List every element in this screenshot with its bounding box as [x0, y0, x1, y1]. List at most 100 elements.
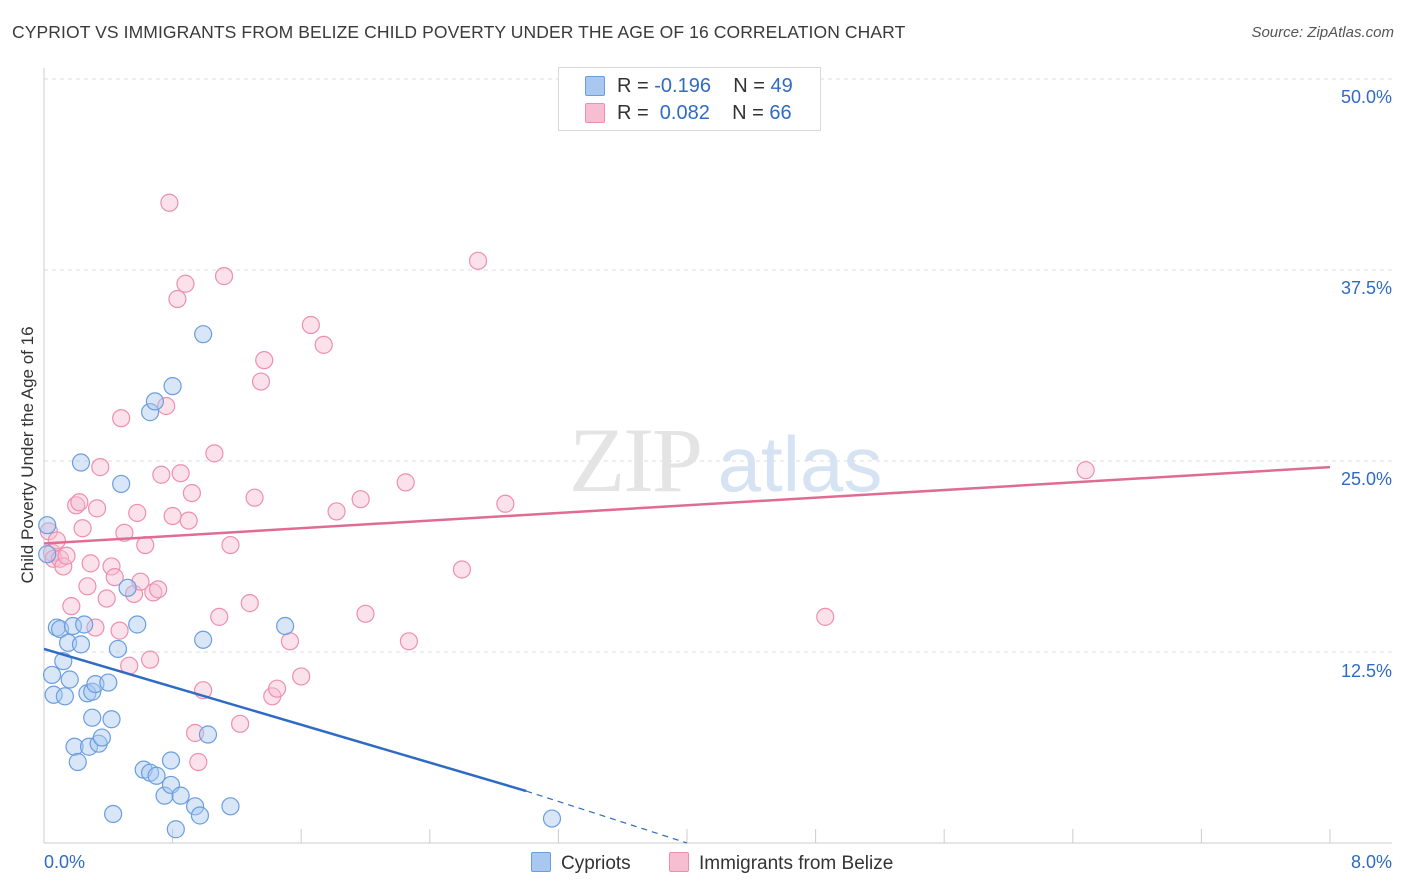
x-tick-label-min: 0.0% — [44, 852, 86, 872]
cypriots-point — [140, 403, 160, 422]
belize-point — [176, 274, 195, 293]
belize-point — [73, 519, 92, 538]
series-cypriots-points — [38, 325, 562, 839]
bottom-legend-belize: Immigrants from Belize — [669, 852, 893, 875]
legend-r-value: 0.082 — [654, 102, 710, 124]
cypriots-point — [55, 687, 74, 706]
cypriots-point — [542, 809, 562, 828]
axes — [43, 68, 1392, 844]
belize-point — [112, 409, 131, 428]
cypriots-point — [102, 710, 121, 729]
cypriots-point — [38, 545, 57, 564]
belize-point — [57, 546, 76, 565]
cypriots-point — [166, 820, 185, 839]
belize-point — [67, 496, 86, 515]
cypriots-point — [104, 804, 123, 824]
belize-point — [152, 465, 171, 484]
belize-point — [205, 444, 224, 463]
legend-r-label: R = — [617, 75, 655, 97]
belize-point — [91, 458, 110, 477]
cypriots-point — [147, 766, 166, 785]
belize-point — [351, 490, 370, 509]
y-tick-label: 25.0% — [1340, 469, 1392, 489]
belize-point — [314, 335, 333, 354]
belize-point — [240, 594, 259, 613]
cypriots-point — [221, 797, 240, 816]
watermark-atlas: atlas — [718, 420, 883, 508]
y-tick-label: 37.5% — [1340, 278, 1392, 298]
y-axis-label: Child Poverty Under the Age of 16 — [18, 326, 37, 584]
belize-point — [179, 511, 198, 530]
belize-point — [396, 473, 415, 492]
cypriots-point — [38, 516, 57, 535]
legend-n-label: N = — [733, 75, 771, 97]
cypriots-point — [145, 392, 165, 411]
belize-point — [115, 523, 134, 542]
bottom-legend-swatch-belize — [669, 852, 689, 872]
bottom-legend-swatch-cypriots — [531, 852, 551, 872]
belize-point — [47, 531, 66, 550]
cypriots-point — [190, 806, 210, 825]
belize-point — [62, 597, 81, 616]
cypriots-point — [118, 578, 137, 597]
belize-point — [468, 251, 488, 270]
cypriots-point — [112, 474, 131, 494]
belize-point — [292, 667, 311, 686]
cypriots-point — [75, 615, 94, 634]
legend-swatch-belize — [585, 103, 605, 123]
belize-point — [210, 607, 229, 626]
belize-point — [189, 752, 208, 772]
cypriots-point — [108, 639, 128, 659]
cypriots-point — [83, 708, 102, 727]
belize-point — [301, 315, 320, 335]
y-tick-label: 12.5% — [1340, 661, 1392, 681]
cypriots-point — [99, 673, 118, 692]
belize-point — [399, 632, 419, 651]
belize-point — [280, 632, 300, 651]
cypriots-point — [163, 377, 182, 396]
belize-point — [54, 557, 73, 576]
cypriots-point — [65, 737, 84, 756]
legend-n-label: N = — [732, 102, 770, 124]
cypriots-point — [161, 751, 181, 770]
cypriots-point — [171, 786, 190, 805]
watermark-zip: ZIP — [569, 409, 701, 511]
belize-point — [231, 714, 250, 733]
belize-point — [144, 583, 163, 602]
legend-stats-belize: R = 0.082 N = 66 — [617, 102, 792, 125]
belize-point — [105, 568, 124, 587]
belize-point — [168, 289, 187, 309]
belize-point — [70, 493, 89, 512]
cypriots-point — [71, 453, 91, 472]
belize-point — [86, 618, 105, 637]
belize-point — [171, 464, 190, 483]
belize-trend-line — [43, 465, 1331, 545]
bottom-legend-label-cypriots: Cypriots — [561, 853, 631, 874]
cypriots-point — [194, 630, 213, 649]
belize-point — [255, 351, 274, 370]
belize-point — [267, 679, 287, 698]
series-belize-points — [39, 193, 1095, 772]
belize-point — [251, 372, 271, 391]
belize-point — [182, 483, 201, 503]
belize-point — [163, 506, 182, 526]
belize-point — [214, 267, 234, 286]
belize-point — [1076, 461, 1095, 480]
cypriots-point — [276, 616, 295, 636]
belize-point — [110, 621, 129, 640]
legend-box: R = -0.196 N = 49 R = 0.082 N = 66 — [558, 67, 821, 131]
source-label: Source: ZipAtlas.com — [1251, 24, 1394, 41]
legend-r-label: R = — [617, 102, 655, 124]
cypriots-point — [68, 752, 87, 772]
belize-point — [452, 560, 472, 579]
cypriots-point — [155, 786, 174, 805]
belize-point — [97, 589, 116, 608]
cypriots-point — [71, 635, 91, 654]
chart-title: CYPRIOT VS IMMIGRANTS FROM BELIZE CHILD … — [12, 22, 906, 42]
belize-point — [81, 554, 100, 573]
bottom-legend-label-belize: Immigrants from Belize — [699, 853, 894, 874]
cypriots-point — [128, 615, 147, 634]
gridlines — [44, 78, 1392, 653]
watermark: ZIP atlas — [569, 409, 882, 511]
